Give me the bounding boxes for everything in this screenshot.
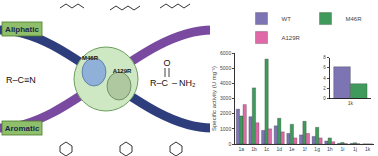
svg-text:8: 8 bbox=[323, 55, 326, 60]
svg-text:2: 2 bbox=[323, 86, 326, 91]
svg-text:Aliphatic: Aliphatic bbox=[5, 25, 39, 34]
svg-text:0: 0 bbox=[323, 96, 326, 101]
svg-text:1k: 1k bbox=[365, 146, 371, 152]
svg-text:2000: 2000 bbox=[220, 110, 231, 116]
svg-text:6: 6 bbox=[323, 65, 326, 70]
svg-text:O: O bbox=[163, 58, 170, 68]
svg-text:4: 4 bbox=[323, 76, 326, 81]
svg-text:1d: 1d bbox=[276, 146, 282, 152]
svg-text:Aromatic: Aromatic bbox=[5, 124, 40, 133]
svg-text:–: – bbox=[172, 78, 177, 88]
svg-text:1g: 1g bbox=[314, 146, 320, 152]
svg-text:R–C: R–C bbox=[150, 78, 169, 88]
svg-text:NH₂: NH₂ bbox=[179, 78, 196, 88]
svg-text:A129R: A129R bbox=[113, 68, 132, 74]
svg-text:1k: 1k bbox=[348, 100, 354, 106]
svg-text:6000: 6000 bbox=[220, 50, 231, 56]
svg-text:1c: 1c bbox=[264, 146, 270, 152]
svg-text:0: 0 bbox=[228, 141, 231, 147]
svg-text:Specific activity (U mg⁻¹): Specific activity (U mg⁻¹) bbox=[211, 66, 217, 131]
svg-text:1000: 1000 bbox=[220, 126, 231, 132]
svg-text:M46R: M46R bbox=[82, 55, 99, 61]
svg-text:R–C≡N: R–C≡N bbox=[6, 75, 36, 85]
svg-text:1j: 1j bbox=[353, 146, 357, 152]
svg-text:1b: 1b bbox=[251, 146, 257, 152]
svg-text:1f: 1f bbox=[302, 146, 307, 152]
svg-text:1i: 1i bbox=[340, 146, 344, 152]
svg-text:5000: 5000 bbox=[220, 65, 231, 71]
svg-text:1a: 1a bbox=[239, 146, 245, 152]
svg-text:4000: 4000 bbox=[220, 80, 231, 86]
svg-text:1h: 1h bbox=[327, 146, 333, 152]
svg-text:WT: WT bbox=[282, 16, 292, 22]
svg-text:3000: 3000 bbox=[220, 95, 231, 101]
svg-text:1e: 1e bbox=[289, 146, 295, 152]
svg-text:M46R: M46R bbox=[346, 16, 363, 22]
svg-text:A129R: A129R bbox=[282, 35, 301, 41]
